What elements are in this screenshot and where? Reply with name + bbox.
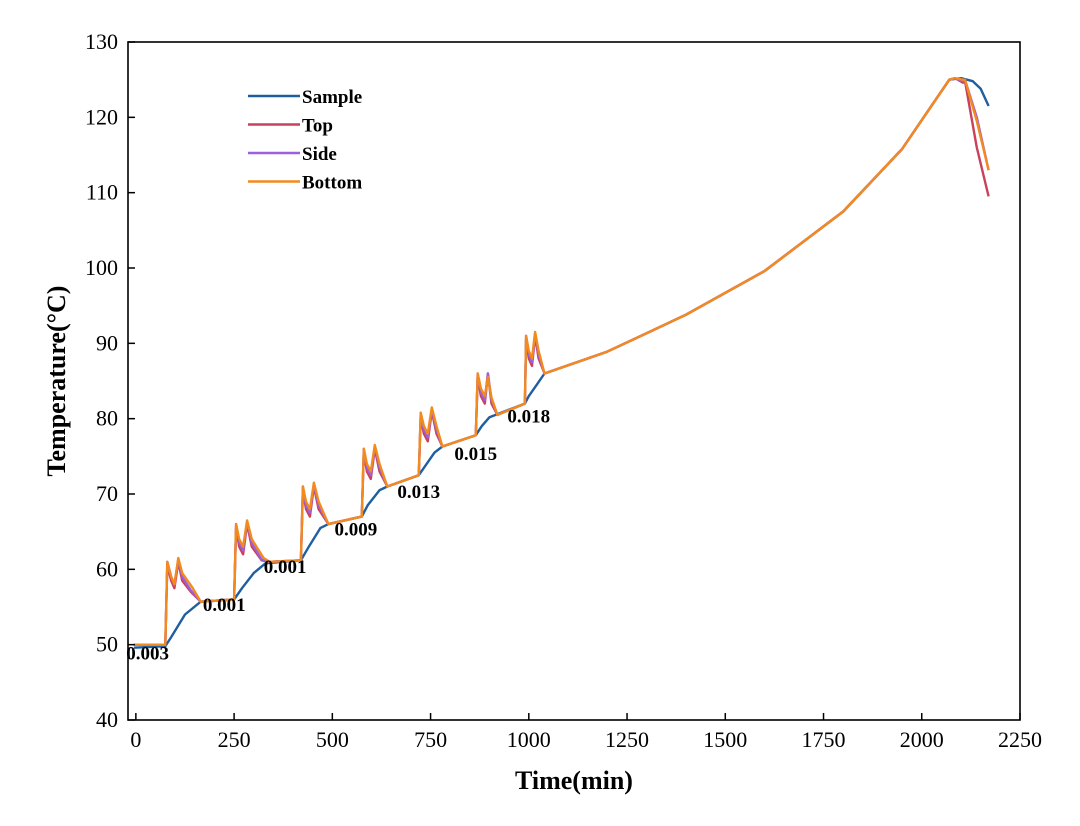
- y-tick-label: 120: [85, 104, 118, 129]
- annotations-layer: 0.003 0.001 0.001 0.009 0.013 0.015 0.018: [126, 406, 550, 664]
- annotation-label: 0.001: [264, 557, 307, 578]
- annotation-label: 0.018: [507, 406, 550, 427]
- series-layer: [133, 77, 990, 649]
- legend: Sample Top Side Bottom: [248, 87, 362, 194]
- x-tick-label: 500: [316, 727, 349, 752]
- x-tick-label: 1250: [605, 727, 649, 752]
- x-tick-label: 750: [414, 727, 447, 752]
- y-tick-label: 90: [96, 330, 118, 355]
- x-tick-label: 1500: [703, 727, 747, 752]
- series-line-side: [133, 77, 990, 646]
- annotation-label: 0.001: [203, 595, 246, 616]
- y-tick-label: 70: [96, 481, 118, 506]
- y-tick-label: 60: [96, 556, 118, 581]
- x-tick-label: 1750: [802, 727, 846, 752]
- y-tick-label: 40: [96, 707, 118, 732]
- y-tick-label: 110: [86, 180, 118, 205]
- annotation-label: 0.009: [335, 519, 378, 540]
- annotation-label: 0.015: [454, 444, 497, 465]
- y-tick-label: 50: [96, 632, 118, 657]
- y-axis-title: Temperature(°C): [42, 286, 71, 477]
- x-tick-label: 2250: [998, 727, 1042, 752]
- x-tick-label: 250: [218, 727, 251, 752]
- legend-label-top: Top: [302, 116, 333, 137]
- x-tick-label: 1000: [507, 727, 551, 752]
- ticks-layer: 0 250 500 750 1000 1250 1500 1750 2000 2250 40 50 60…: [85, 29, 1042, 752]
- series-line-bottom: [133, 77, 990, 646]
- annotation-label: 0.003: [126, 644, 169, 665]
- x-axis-title: Time(min): [515, 766, 633, 795]
- y-tick-label: 80: [96, 406, 118, 431]
- legend-label-sample: Sample: [302, 87, 362, 108]
- y-tick-label: 100: [85, 255, 118, 280]
- legend-label-bottom: Bottom: [302, 173, 362, 194]
- legend-label-side: Side: [302, 144, 337, 165]
- annotation-label: 0.013: [397, 482, 440, 503]
- y-tick-label: 130: [85, 29, 118, 54]
- series-line-sample: [133, 77, 990, 649]
- plot-frame: [127, 41, 1021, 721]
- x-tick-label: 0: [130, 727, 141, 752]
- x-tick-label: 2000: [900, 727, 944, 752]
